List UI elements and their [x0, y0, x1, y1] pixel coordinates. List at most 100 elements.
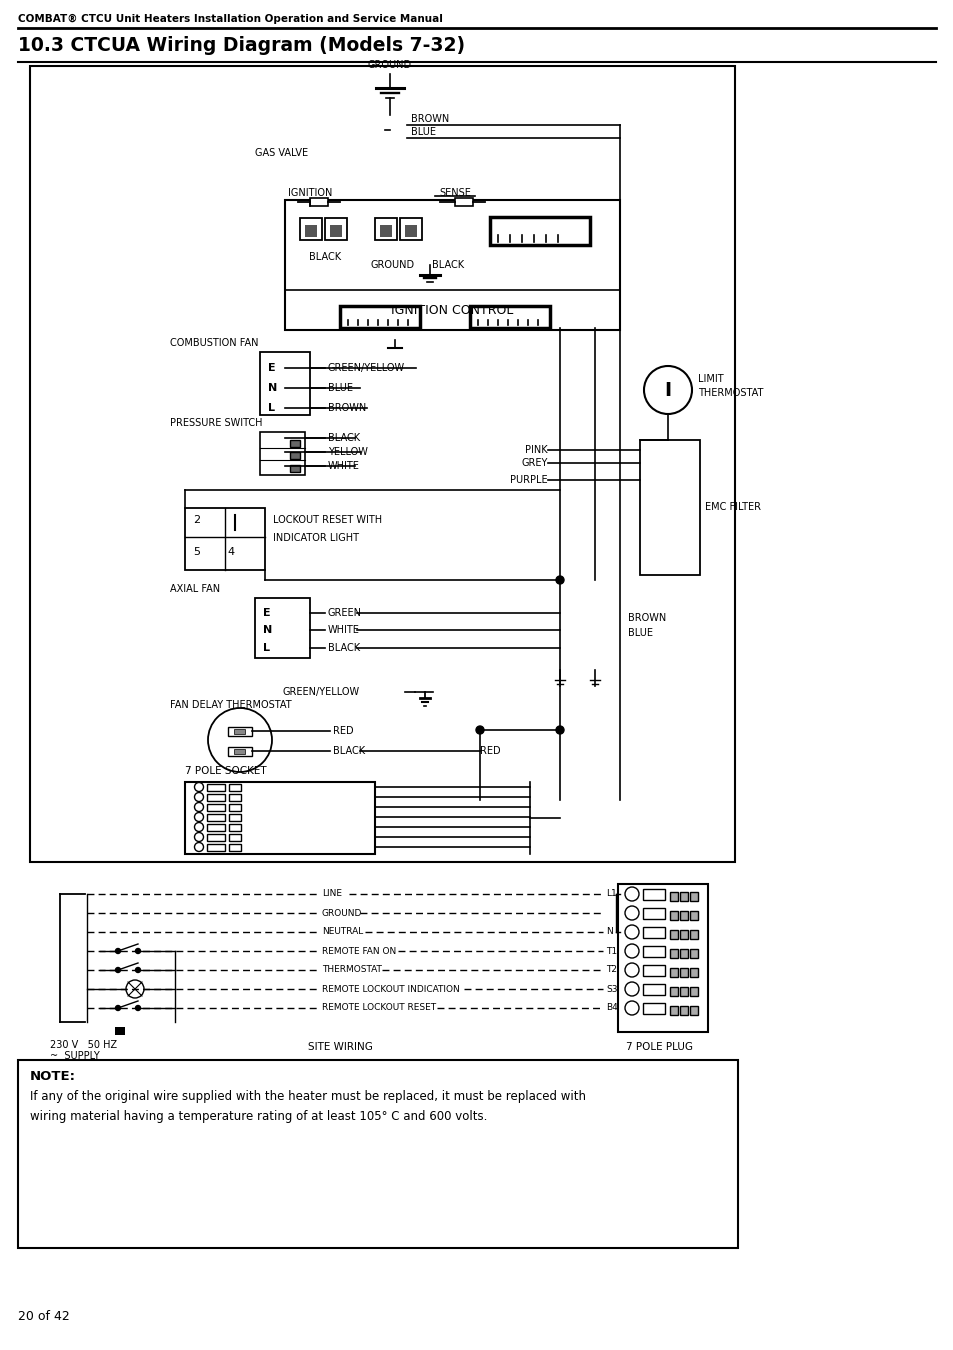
Bar: [669, 892, 678, 900]
Bar: [260, 432, 305, 475]
Bar: [229, 814, 241, 821]
Text: YELLOW: YELLOW: [328, 447, 368, 458]
Text: RED: RED: [479, 747, 500, 756]
Bar: [229, 794, 241, 801]
Bar: [679, 1006, 687, 1015]
Bar: [290, 452, 299, 459]
Bar: [290, 464, 299, 472]
Bar: [679, 987, 687, 996]
Text: T1: T1: [605, 946, 617, 956]
Text: BLACK: BLACK: [333, 747, 365, 756]
Bar: [18, 1060, 738, 1247]
Circle shape: [126, 980, 144, 998]
Bar: [669, 930, 678, 940]
Text: BROWN: BROWN: [328, 404, 366, 413]
Text: REMOTE LOCKOUT INDICATION: REMOTE LOCKOUT INDICATION: [322, 984, 459, 994]
Bar: [642, 927, 664, 938]
Text: FAN DELAY THERMOSTAT: FAN DELAY THERMOSTAT: [170, 701, 292, 710]
Bar: [379, 225, 392, 238]
Text: GREY: GREY: [521, 458, 547, 468]
Bar: [669, 1006, 678, 1015]
Text: GROUND: GROUND: [322, 909, 362, 918]
Text: 20 of 42: 20 of 42: [18, 1310, 70, 1323]
Circle shape: [624, 981, 639, 996]
Text: THERMOSTAT: THERMOSTAT: [698, 387, 762, 398]
Bar: [260, 352, 310, 414]
Bar: [679, 892, 687, 900]
Bar: [689, 968, 698, 977]
Bar: [642, 890, 664, 900]
Bar: [679, 968, 687, 977]
Circle shape: [194, 813, 203, 822]
Bar: [228, 747, 252, 756]
Bar: [233, 749, 245, 755]
Text: PRESSURE SWITCH: PRESSURE SWITCH: [170, 418, 262, 428]
Bar: [115, 1027, 125, 1035]
Bar: [207, 834, 225, 841]
Text: BLUE: BLUE: [411, 127, 436, 136]
Bar: [618, 884, 707, 1031]
Bar: [229, 784, 241, 791]
Text: BLACK: BLACK: [328, 433, 359, 443]
Bar: [207, 805, 225, 811]
Bar: [642, 1003, 664, 1014]
Circle shape: [556, 576, 563, 585]
Bar: [689, 949, 698, 958]
Bar: [679, 930, 687, 940]
Bar: [229, 844, 241, 850]
Bar: [228, 728, 252, 736]
Text: BLACK: BLACK: [309, 252, 341, 262]
Bar: [30, 66, 734, 863]
Text: L1: L1: [605, 890, 616, 899]
Circle shape: [624, 944, 639, 958]
Text: 2: 2: [193, 514, 200, 525]
Circle shape: [135, 1006, 140, 1011]
Bar: [642, 965, 664, 976]
Text: NOTE:: NOTE:: [30, 1071, 76, 1083]
Bar: [299, 217, 322, 240]
Circle shape: [624, 1000, 639, 1015]
Text: N: N: [268, 383, 277, 393]
Text: SENSE: SENSE: [438, 188, 471, 198]
Circle shape: [194, 783, 203, 791]
Text: If any of the original wire supplied with the heater must be replaced, it must b: If any of the original wire supplied wit…: [30, 1089, 585, 1103]
Text: REMOTE FAN ON: REMOTE FAN ON: [322, 946, 395, 956]
Text: EMC FILTER: EMC FILTER: [704, 502, 760, 512]
Circle shape: [194, 822, 203, 832]
Text: I: I: [663, 381, 671, 400]
Bar: [689, 987, 698, 996]
Text: LIMIT: LIMIT: [698, 374, 723, 383]
Text: BLUE: BLUE: [627, 628, 652, 639]
Text: E: E: [268, 363, 275, 373]
Bar: [229, 805, 241, 811]
Text: 230 V   50 HZ: 230 V 50 HZ: [50, 1040, 117, 1050]
Circle shape: [115, 968, 120, 972]
Text: wiring material having a temperature rating of at least 105° C and 600 volts.: wiring material having a temperature rat…: [30, 1110, 487, 1123]
Bar: [669, 911, 678, 919]
Bar: [642, 909, 664, 919]
Text: AXIAL FAN: AXIAL FAN: [170, 585, 220, 594]
Circle shape: [208, 707, 272, 772]
Bar: [229, 834, 241, 841]
Text: GREEN/YELLOW: GREEN/YELLOW: [328, 363, 405, 373]
Text: 7 POLE SOCKET: 7 POLE SOCKET: [185, 765, 266, 776]
Text: REMOTE LOCKOUT RESET: REMOTE LOCKOUT RESET: [322, 1003, 436, 1012]
Bar: [689, 1006, 698, 1015]
Text: RED: RED: [333, 726, 354, 736]
Circle shape: [624, 887, 639, 900]
Circle shape: [135, 968, 140, 972]
Bar: [669, 987, 678, 996]
Bar: [405, 225, 416, 238]
Circle shape: [643, 366, 691, 414]
Bar: [305, 225, 316, 238]
Bar: [207, 824, 225, 832]
Circle shape: [194, 833, 203, 841]
Text: T2: T2: [605, 965, 617, 975]
Text: BLACK: BLACK: [432, 261, 464, 270]
Circle shape: [556, 726, 563, 734]
Bar: [639, 440, 700, 575]
Bar: [339, 306, 419, 328]
Text: WHITE: WHITE: [328, 625, 359, 634]
Text: N: N: [263, 625, 272, 634]
Text: L: L: [263, 643, 270, 653]
